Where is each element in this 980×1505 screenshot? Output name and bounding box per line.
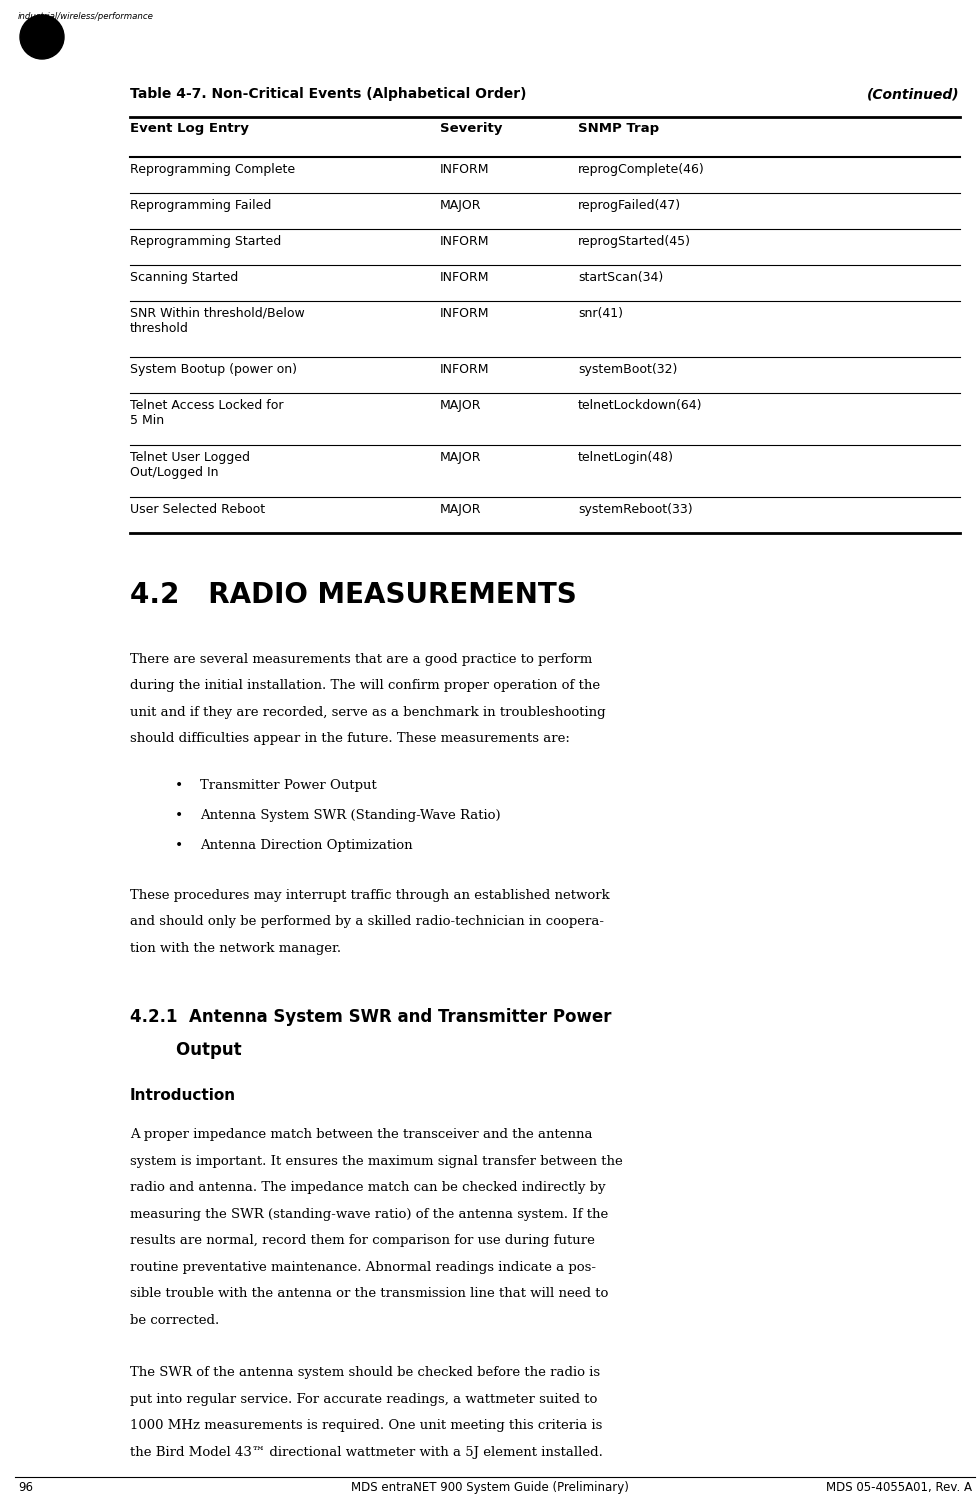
Text: reprogComplete(46): reprogComplete(46) [578, 163, 705, 176]
Text: Scanning Started: Scanning Started [130, 271, 238, 284]
Text: Telnet User Logged
Out/Logged In: Telnet User Logged Out/Logged In [130, 452, 250, 479]
Text: during the initial installation. The will confirm proper operation of the: during the initial installation. The wil… [130, 679, 600, 692]
Text: sible trouble with the antenna or the transmission line that will need to: sible trouble with the antenna or the tr… [130, 1287, 609, 1300]
Text: Severity: Severity [440, 122, 503, 135]
Text: telnetLogin(48): telnetLogin(48) [578, 452, 674, 464]
Text: SNMP Trap: SNMP Trap [578, 122, 660, 135]
Text: The SWR of the antenna system should be checked before the radio is: The SWR of the antenna system should be … [130, 1367, 600, 1380]
Text: 1000 MHz measurements is required. One unit meeting this criteria is: 1000 MHz measurements is required. One u… [130, 1419, 603, 1433]
Text: INFORM: INFORM [440, 235, 489, 248]
Text: MDS 05-4055A01, Rev. A: MDS 05-4055A01, Rev. A [826, 1481, 972, 1494]
Text: System Bootup (power on): System Bootup (power on) [130, 363, 297, 376]
Text: Antenna Direction Optimization: Antenna Direction Optimization [200, 838, 413, 852]
Text: INFORM: INFORM [440, 307, 489, 321]
Text: put into regular service. For accurate readings, a wattmeter suited to: put into regular service. For accurate r… [130, 1394, 598, 1406]
Circle shape [20, 15, 64, 59]
Text: User Selected Reboot: User Selected Reboot [130, 503, 266, 516]
Text: Reprogramming Started: Reprogramming Started [130, 235, 281, 248]
Text: 4.2.1  Antenna System SWR and Transmitter Power: 4.2.1 Antenna System SWR and Transmitter… [130, 1008, 612, 1026]
Text: results are normal, record them for comparison for use during future: results are normal, record them for comp… [130, 1234, 595, 1248]
Text: routine preventative maintenance. Abnormal readings indicate a pos-: routine preventative maintenance. Abnorm… [130, 1261, 596, 1275]
Text: MAJOR: MAJOR [440, 503, 481, 516]
Text: MDS entraNET 900 System Guide (Preliminary): MDS entraNET 900 System Guide (Prelimina… [351, 1481, 629, 1494]
Text: tion with the network manager.: tion with the network manager. [130, 942, 341, 956]
Text: telnetLockdown(64): telnetLockdown(64) [578, 399, 703, 412]
Text: •: • [175, 838, 183, 853]
Text: Table 4-7. Non-Critical Events (Alphabetical Order): Table 4-7. Non-Critical Events (Alphabet… [130, 87, 526, 101]
Text: •: • [175, 810, 183, 823]
Text: These procedures may interrupt traffic through an established network: These procedures may interrupt traffic t… [130, 889, 610, 901]
Text: MAJOR: MAJOR [440, 452, 481, 464]
Text: SNR Within threshold/Below
threshold: SNR Within threshold/Below threshold [130, 307, 305, 336]
Text: systemBoot(32): systemBoot(32) [578, 363, 677, 376]
Text: Introduction: Introduction [130, 1088, 236, 1103]
Text: There are several measurements that are a good practice to perform: There are several measurements that are … [130, 653, 592, 667]
Text: Output: Output [130, 1041, 242, 1060]
Text: MAJOR: MAJOR [440, 399, 481, 412]
Text: snr(41): snr(41) [578, 307, 623, 321]
Text: Telnet Access Locked for
5 Min: Telnet Access Locked for 5 Min [130, 399, 283, 427]
Text: INFORM: INFORM [440, 271, 489, 284]
Text: system is important. It ensures the maximum signal transfer between the: system is important. It ensures the maxi… [130, 1154, 622, 1168]
Text: startScan(34): startScan(34) [578, 271, 663, 284]
Text: and should only be performed by a skilled radio-technician in coopera-: and should only be performed by a skille… [130, 915, 604, 929]
Text: the Bird Model 43™ directional wattmeter with a 5J element installed.: the Bird Model 43™ directional wattmeter… [130, 1446, 603, 1458]
Text: Reprogramming Complete: Reprogramming Complete [130, 163, 295, 176]
Text: Antenna System SWR (Standing-Wave Ratio): Antenna System SWR (Standing-Wave Ratio) [200, 810, 501, 822]
Text: Transmitter Power Output: Transmitter Power Output [200, 780, 376, 792]
Text: reprogFailed(47): reprogFailed(47) [578, 199, 681, 212]
Text: •: • [175, 780, 183, 793]
Text: be corrected.: be corrected. [130, 1314, 220, 1327]
Text: (Continued): (Continued) [867, 87, 960, 101]
Text: Event Log Entry: Event Log Entry [130, 122, 249, 135]
Text: MAJOR: MAJOR [440, 199, 481, 212]
Text: 96: 96 [18, 1481, 33, 1494]
Text: INFORM: INFORM [440, 163, 489, 176]
Text: A proper impedance match between the transceiver and the antenna: A proper impedance match between the tra… [130, 1129, 593, 1141]
Text: should difficulties appear in the future. These measurements are:: should difficulties appear in the future… [130, 733, 570, 745]
Text: radio and antenna. The impedance match can be checked indirectly by: radio and antenna. The impedance match c… [130, 1181, 606, 1195]
Text: MDS: MDS [25, 30, 59, 44]
Text: industrial/wireless/performance: industrial/wireless/performance [18, 12, 154, 21]
Text: systemReboot(33): systemReboot(33) [578, 503, 693, 516]
Text: Reprogramming Failed: Reprogramming Failed [130, 199, 271, 212]
Text: measuring the SWR (standing-wave ratio) of the antenna system. If the: measuring the SWR (standing-wave ratio) … [130, 1209, 609, 1221]
Text: reprogStarted(45): reprogStarted(45) [578, 235, 691, 248]
Text: INFORM: INFORM [440, 363, 489, 376]
Text: unit and if they are recorded, serve as a benchmark in troubleshooting: unit and if they are recorded, serve as … [130, 706, 606, 719]
Text: 4.2   RADIO MEASUREMENTS: 4.2 RADIO MEASUREMENTS [130, 581, 577, 610]
